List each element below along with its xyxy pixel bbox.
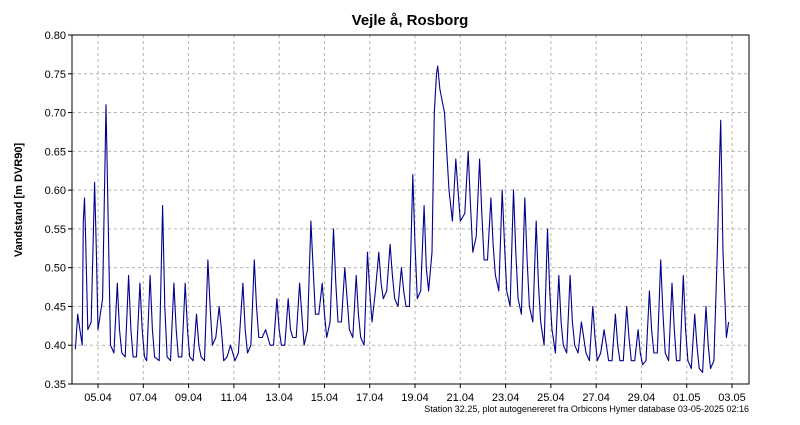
x-tick-label: 09.04	[175, 392, 203, 404]
chart-title: Vejle å, Rosborg	[352, 12, 469, 29]
y-tick-label: 0.65	[45, 146, 66, 158]
x-tick-label: 19.04	[401, 392, 429, 404]
x-tick-label: 11.04	[221, 392, 248, 404]
ticks-layer: 0.35 0.40 0.45 0.50 0.55 0.60 0.65 0.70 0.75 0.80…	[45, 30, 746, 404]
y-tick-label: 0.55	[45, 224, 66, 236]
grid-layer	[72, 35, 749, 384]
chart-footer: Station 32.25, plot autogenereret fra Or…	[424, 404, 749, 414]
x-tick-label: 01.05	[673, 392, 701, 404]
x-tick-label: 07.04	[130, 392, 158, 404]
y-axis-label: Vandstand [m DVR90]	[13, 143, 25, 258]
y-tick-label: 0.40	[45, 340, 66, 352]
x-tick-label: 21.04	[447, 392, 475, 404]
y-tick-label: 0.75	[45, 69, 66, 81]
series-layer	[74, 65, 730, 373]
y-tick-label: 0.50	[45, 263, 66, 275]
series-line	[74, 65, 730, 373]
x-tick-label: 03.05	[718, 392, 746, 404]
x-tick-label: 27.04	[582, 392, 610, 404]
x-tick-label: 15.04	[311, 392, 339, 404]
y-tick-label: 0.45	[45, 301, 66, 313]
x-tick-label: 05.04	[84, 392, 112, 404]
x-tick-label: 23.04	[492, 392, 520, 404]
x-tick-label: 17.04	[356, 392, 384, 404]
y-tick-label: 0.60	[45, 185, 66, 197]
x-tick-label: 13.04	[265, 392, 293, 404]
x-tick-label: 25.04	[537, 392, 565, 404]
y-tick-label: 0.80	[45, 30, 66, 42]
plot-frame	[71, 34, 750, 385]
y-tick-label: 0.70	[45, 108, 66, 120]
y-tick-label: 0.35	[45, 379, 66, 391]
x-tick-label: 29.04	[628, 392, 656, 404]
